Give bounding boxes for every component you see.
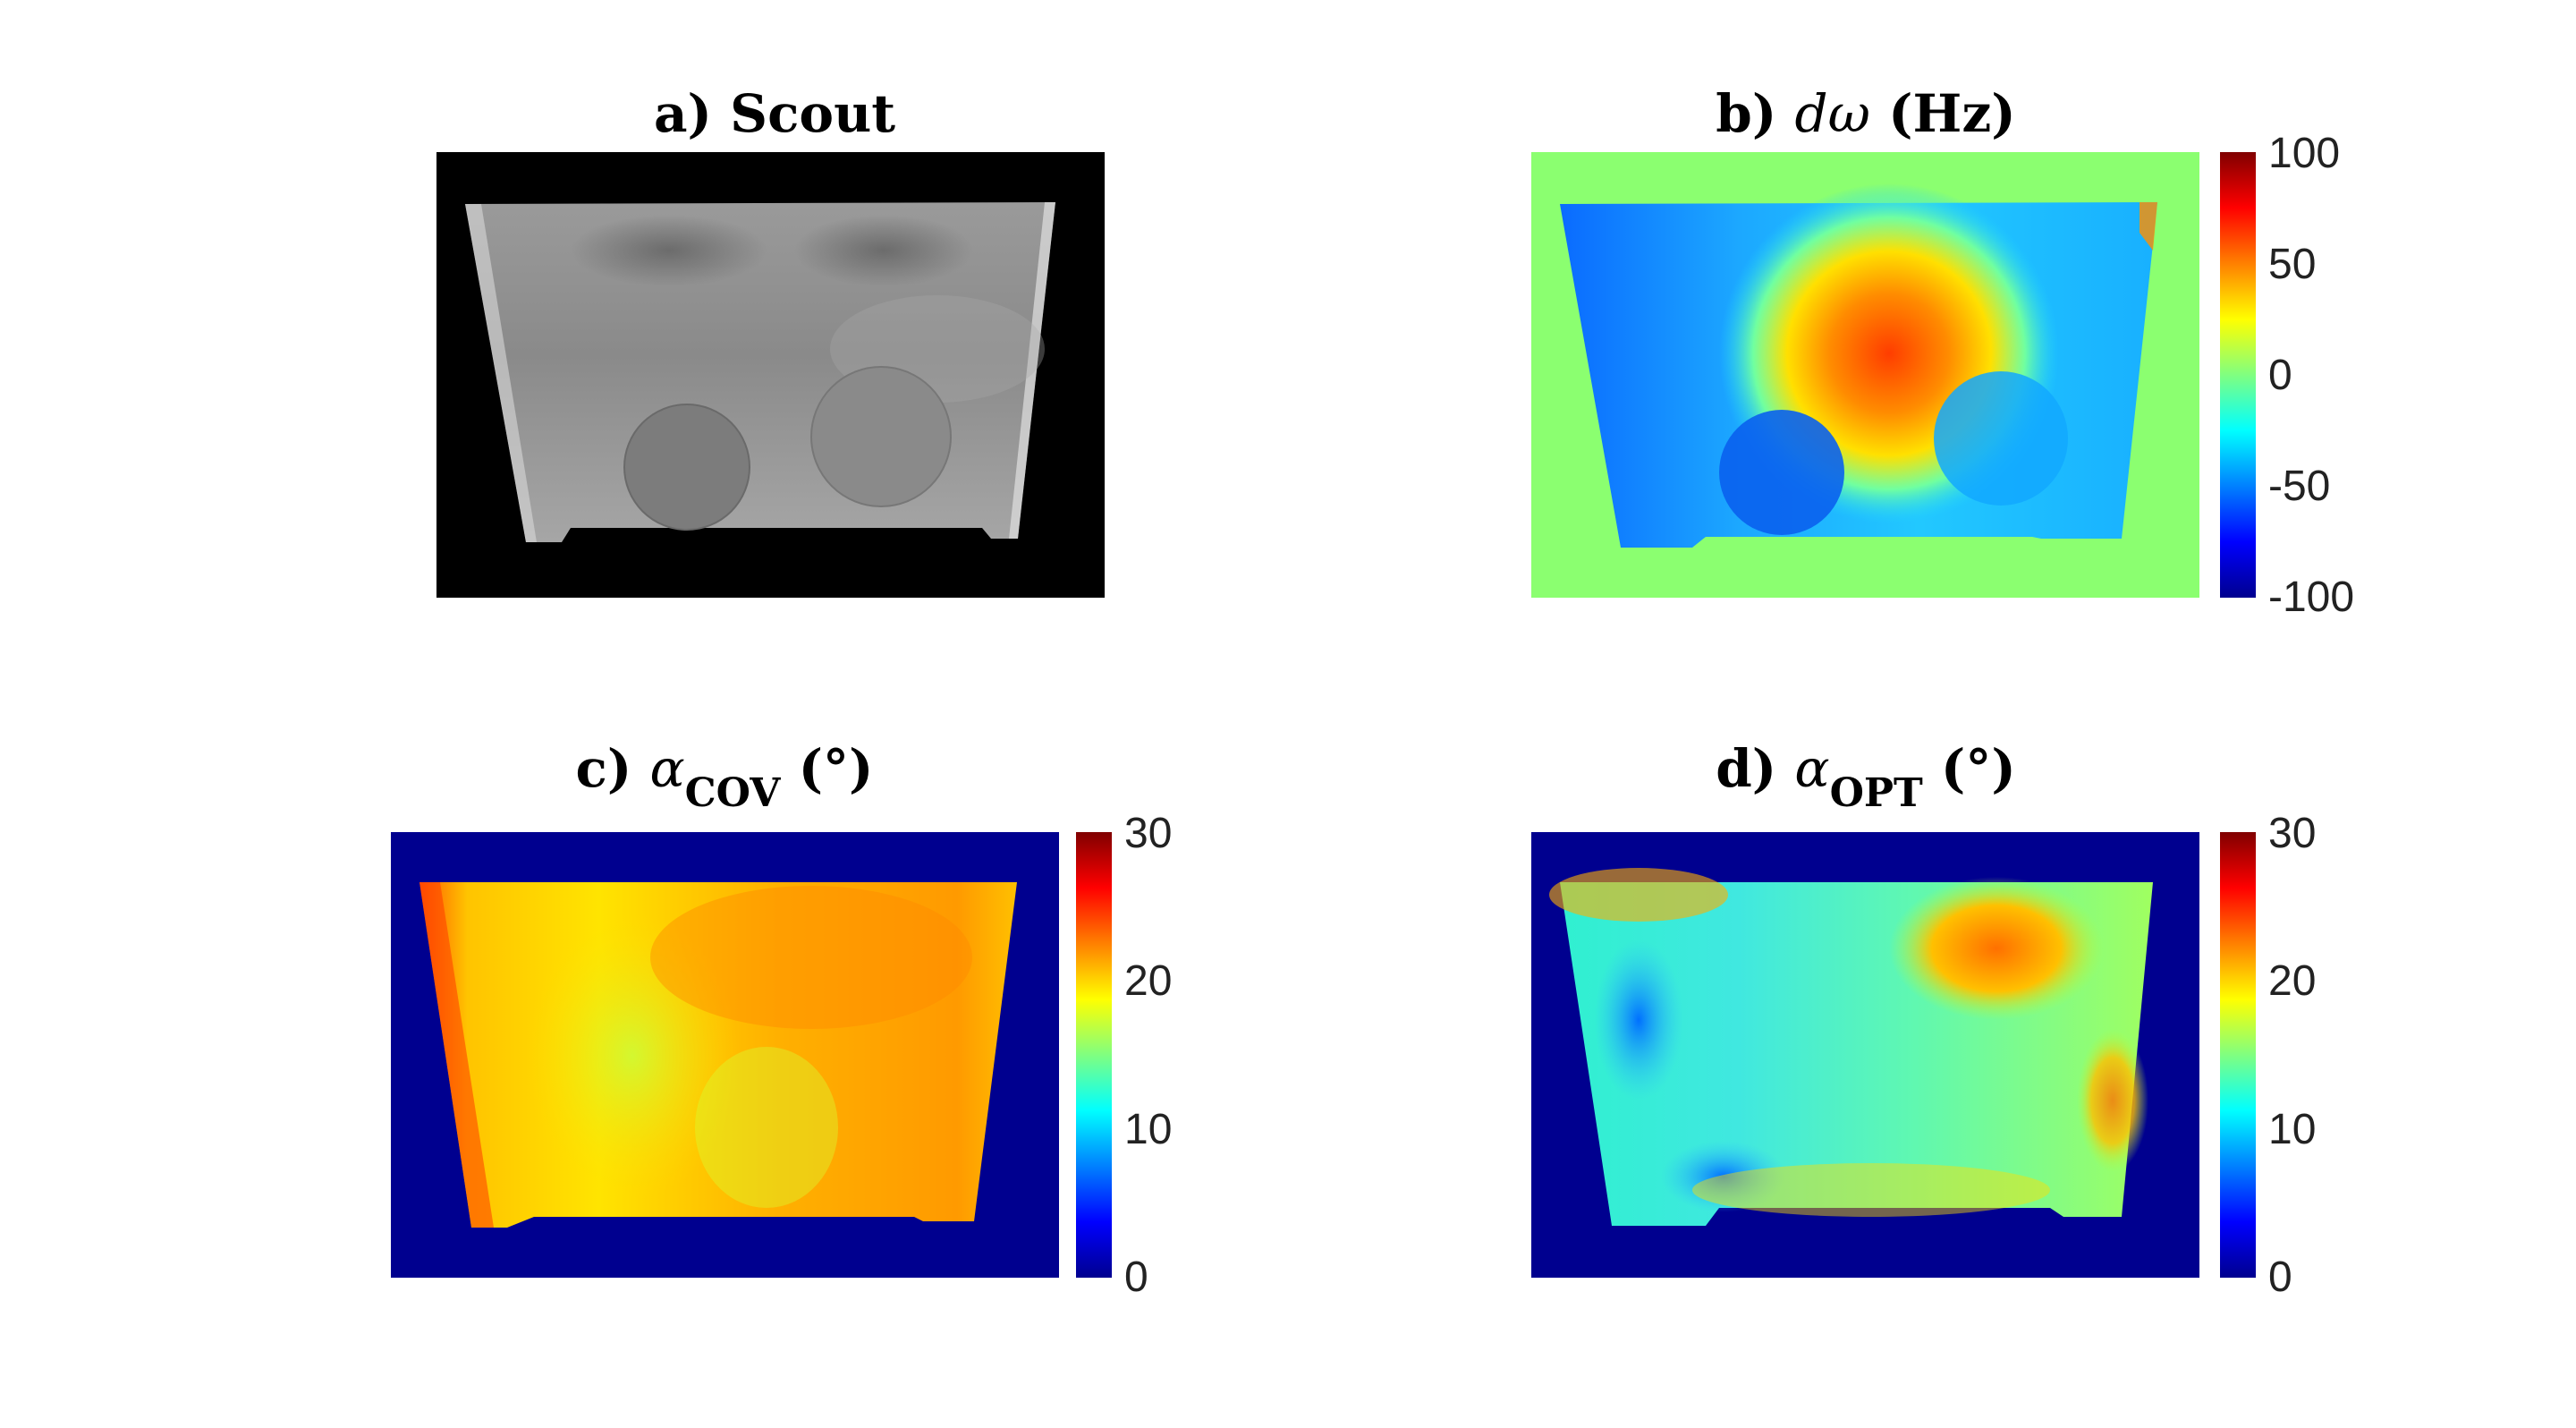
dw-tick-100: 100 bbox=[2268, 130, 2341, 177]
panel-c-title: c) αCOV (°) bbox=[575, 738, 874, 816]
alpha-opt-image bbox=[1531, 832, 2199, 1278]
dw-tick-0: 0 bbox=[2268, 352, 2292, 399]
scout-disk-right bbox=[810, 366, 952, 507]
dw-tick-neg50: -50 bbox=[2268, 463, 2331, 510]
dw-colorbar bbox=[2220, 152, 2256, 598]
dw-map-image bbox=[1531, 152, 2199, 598]
alpha-cov-colorbar bbox=[1076, 832, 1112, 1278]
alpha-opt-colorbar bbox=[2220, 832, 2256, 1278]
alpha-cov-tick-20: 20 bbox=[1124, 957, 1173, 1005]
panel-d-title: d) αOPT (°) bbox=[1716, 738, 2016, 816]
alpha-cov-tick-10: 10 bbox=[1124, 1106, 1173, 1153]
panel-a-title: a) Scout bbox=[653, 83, 896, 144]
dw-tick-neg100: -100 bbox=[2268, 574, 2355, 621]
alpha-cov-tick-30: 30 bbox=[1124, 810, 1173, 857]
alpha-opt-tick-10: 10 bbox=[2268, 1106, 2317, 1153]
dw-tick-50: 50 bbox=[2268, 241, 2317, 288]
alpha-opt-tick-20: 20 bbox=[2268, 957, 2317, 1005]
alpha-opt-tick-30: 30 bbox=[2268, 810, 2317, 857]
scout-image bbox=[436, 152, 1105, 598]
alpha-cov-tick-0: 0 bbox=[1124, 1254, 1148, 1301]
alpha-opt-tick-0: 0 bbox=[2268, 1254, 2292, 1301]
dw-disk-right bbox=[1934, 371, 2068, 506]
dw-disk-left bbox=[1719, 410, 1844, 535]
scout-disk-left bbox=[623, 404, 750, 531]
alpha-cov-image bbox=[391, 832, 1059, 1278]
panel-b-title: b) dω (Hz) bbox=[1716, 83, 2016, 144]
